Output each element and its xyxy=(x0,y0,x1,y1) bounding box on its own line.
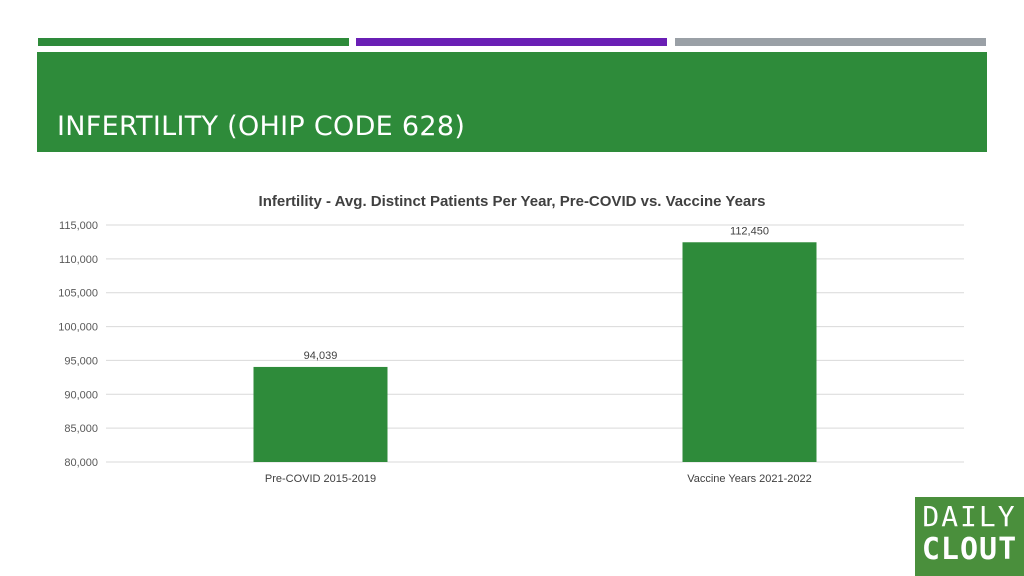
accent-bar-purple xyxy=(356,38,667,46)
y-tick-label: 115,000 xyxy=(59,220,98,232)
y-tick-label: 100,000 xyxy=(58,322,98,334)
y-tick-label: 110,000 xyxy=(59,254,98,266)
slide-title: INFERTILITY (OHIP CODE 628) xyxy=(57,111,466,142)
bar xyxy=(682,242,817,462)
y-tick-label: 85,000 xyxy=(64,423,98,435)
x-category-label: Pre-COVID 2015-2019 xyxy=(265,473,376,485)
logo-text-clout: CLOUT xyxy=(921,532,1018,567)
y-tick-label: 95,000 xyxy=(64,355,98,367)
daily-clout-logo: DAILY CLOUT xyxy=(915,497,1024,576)
accent-bar-green xyxy=(38,38,349,46)
bar xyxy=(253,366,388,462)
x-category-label: Vaccine Years 2021-2022 xyxy=(687,473,812,485)
accent-bar-gray xyxy=(675,38,986,46)
data-label: 112,450 xyxy=(730,225,769,237)
bar-chart: 80,000 85,000 90,000 95,000 100,000 105,000 11… xyxy=(58,220,964,485)
data-label: 94,039 xyxy=(304,350,338,362)
y-tick-label: 80,000 xyxy=(64,457,98,469)
y-tick-label: 105,000 xyxy=(58,288,98,300)
logo-text-daily: DAILY xyxy=(922,500,1017,533)
y-tick-label: 90,000 xyxy=(64,389,98,401)
title-band: INFERTILITY (OHIP CODE 628) xyxy=(37,52,987,152)
chart-title: Infertility - Avg. Distinct Patients Per… xyxy=(258,193,766,210)
